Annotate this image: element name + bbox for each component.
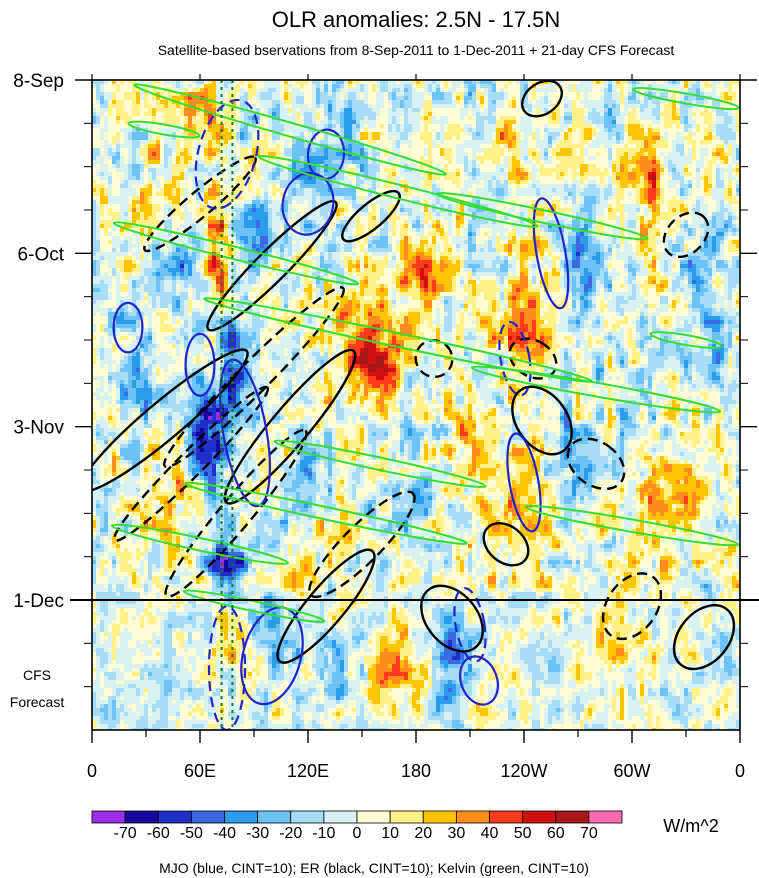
colorbar-label: -20 [279,825,302,842]
x-tick-label: 60E [184,761,216,781]
y-tick-label: 6-Oct [18,244,65,265]
x-tick-label: 120W [500,761,547,781]
colorbar-swatch [291,811,324,823]
colorbar-label: -60 [147,825,170,842]
colorbar-swatch [158,811,191,823]
chart-subtitle: Satellite-based bservations from 8-Sep-2… [158,42,675,58]
colorbar-label: -50 [180,825,203,842]
colorbar-label: -30 [246,825,269,842]
colorbar-swatch [125,811,158,823]
plot-area [69,74,746,733]
x-tick-label: 120E [287,761,329,781]
olr-anomaly-field [92,80,741,733]
colorbar-swatch [456,811,489,823]
colorbar-label: 40 [481,825,499,842]
colorbar-label: 70 [580,825,598,842]
colorbar-label: 0 [353,825,362,842]
colorbar-swatch [556,811,589,823]
colorbar-swatch [423,811,456,823]
colorbar-label: 20 [414,825,432,842]
forecast-label-forecast: Forecast [10,694,65,710]
x-tick-label: 0 [735,761,745,781]
x-tick-label: 0 [87,761,97,781]
colorbar-label: 60 [547,825,565,842]
x-tick-label: 180 [401,761,431,781]
colorbar-swatch [589,811,622,823]
colorbar: -70 -60 -50 -40 -30 -20 -10 0 10 20 30 40 50 60 70 [92,811,622,842]
y-tick-label: 1-Dec [13,591,64,612]
y-tick-label: 3-Nov [13,418,64,439]
colorbar-label: -10 [312,825,335,842]
colorbar-swatch [92,811,125,823]
colorbar-label: -70 [114,825,137,842]
colorbar-unit: W/m^2 [663,816,718,836]
colorbar-swatch [258,811,291,823]
colorbar-swatch [490,811,523,823]
contour-legend: MJO (blue, CINT=10); ER (black, CINT=10)… [159,860,589,876]
olr-hovmoller-chart: OLR anomalies: 2.5N - 17.5N Satellite-ba… [0,0,759,878]
colorbar-swatch [324,811,357,823]
forecast-label-cfs: CFS [23,667,51,683]
colorbar-label: 50 [514,825,532,842]
colorbar-label: 10 [381,825,399,842]
y-tick-label: 8-Sep [13,71,64,92]
colorbar-swatch [225,811,258,823]
chart-title: OLR anomalies: 2.5N - 17.5N [272,7,561,32]
colorbar-label: -40 [213,825,236,842]
colorbar-swatch [191,811,224,823]
colorbar-swatch [523,811,556,823]
colorbar-label: 30 [447,825,465,842]
colorbar-swatch [357,811,390,823]
x-tick-label: 60W [613,761,650,781]
colorbar-swatch [390,811,423,823]
